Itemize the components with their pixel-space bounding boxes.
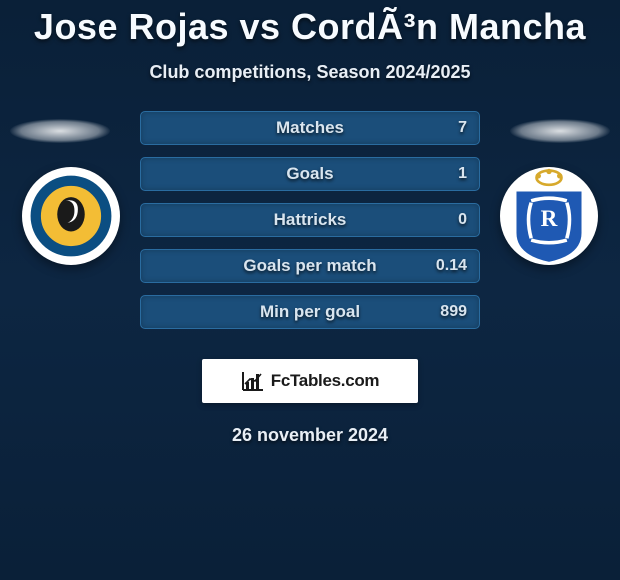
stat-label: Goals — [286, 164, 333, 184]
stat-value: 1 — [458, 165, 467, 183]
stat-label: Hattricks — [274, 210, 347, 230]
comparison-stage: R Matches 7 Goals 1 Hattricks 0 Goals pe… — [0, 111, 620, 341]
stat-value: 7 — [458, 119, 467, 137]
shadow-right — [510, 119, 610, 143]
stat-label: Min per goal — [260, 302, 360, 322]
club-crest-right: R — [500, 167, 598, 265]
brand-badge[interactable]: FcTables.com — [202, 359, 418, 403]
brand-text: FcTables.com — [271, 371, 380, 391]
page-title: Jose Rojas vs CordÃ³n Mancha — [0, 0, 620, 48]
stat-bar-hattricks: Hattricks 0 — [140, 203, 480, 237]
stat-bar-goals-per-match: Goals per match 0.14 — [140, 249, 480, 283]
subtitle: Club competitions, Season 2024/2025 — [0, 62, 620, 83]
stat-bar-min-per-goal: Min per goal 899 — [140, 295, 480, 329]
stat-label: Matches — [276, 118, 344, 138]
stat-bar-matches: Matches 7 — [140, 111, 480, 145]
stat-value: 0 — [458, 211, 467, 229]
stat-value: 899 — [440, 303, 467, 321]
shadow-left — [10, 119, 110, 143]
crest-right-icon: R — [504, 167, 594, 265]
stat-bar-goals: Goals 1 — [140, 157, 480, 191]
club-crest-left — [22, 167, 120, 265]
svg-text:R: R — [541, 206, 558, 232]
stat-label: Goals per match — [243, 256, 376, 276]
date-text: 26 november 2024 — [0, 425, 620, 446]
crest-left-icon — [28, 173, 114, 259]
stat-bars: Matches 7 Goals 1 Hattricks 0 Goals per … — [140, 111, 480, 341]
brand-chart-icon — [241, 370, 265, 392]
stat-value: 0.14 — [436, 257, 467, 275]
